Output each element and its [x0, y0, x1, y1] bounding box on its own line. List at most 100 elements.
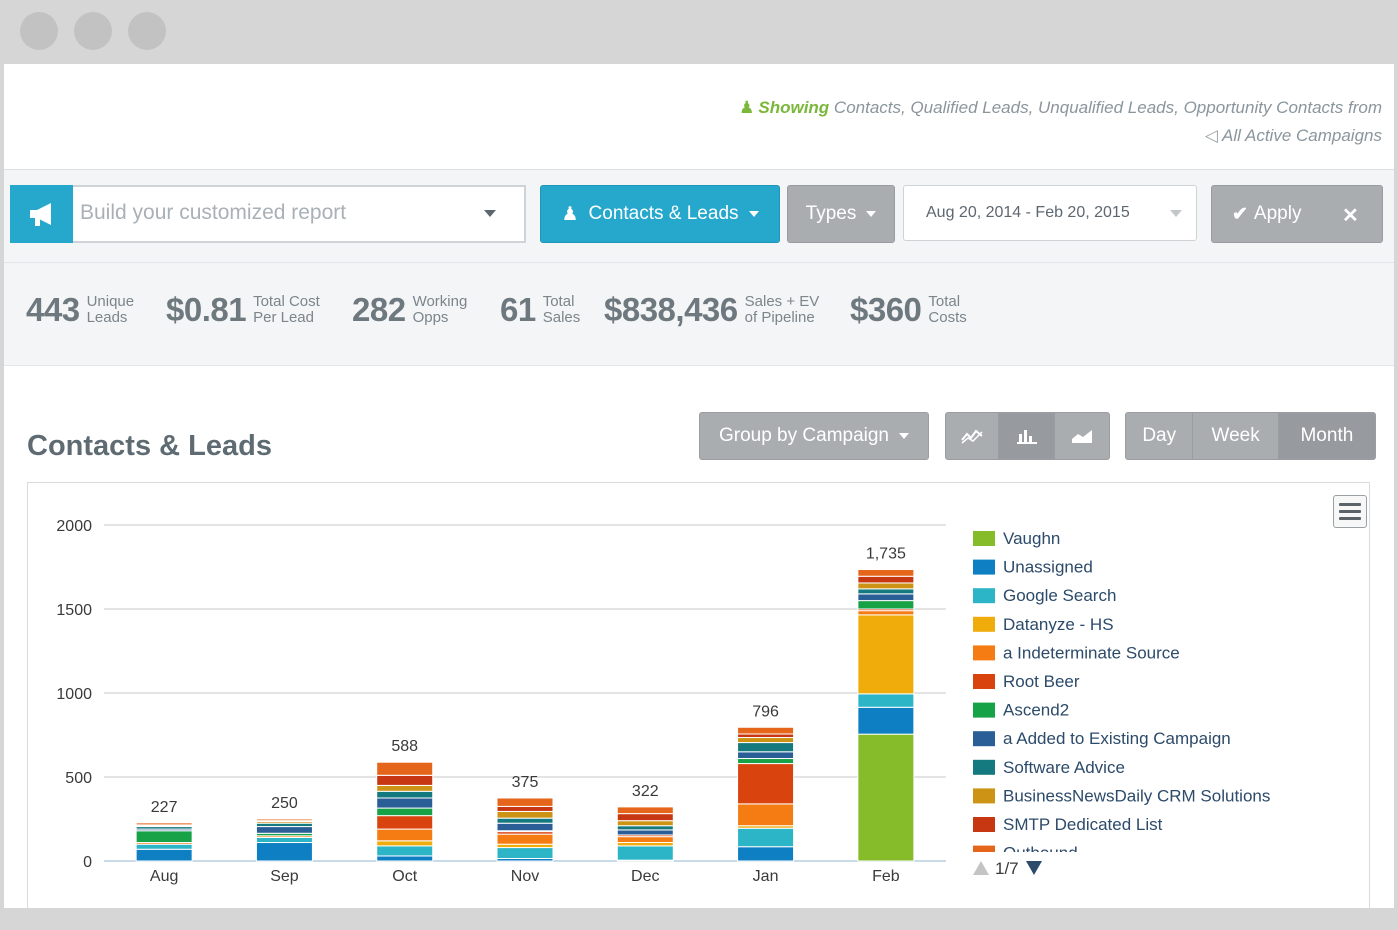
legend-swatch[interactable] [973, 645, 995, 661]
stacked-bar-chart: 0 500 1000 1500 2000 227 Aug 250 Sep 588 Oct 375 Nov… [56, 518, 1270, 885]
legend-swatch[interactable] [973, 817, 995, 832]
bar-segment [496, 817, 554, 824]
legend-item[interactable]: Unassigned [1003, 558, 1093, 577]
x-tick-label: Nov [511, 868, 539, 885]
types-dropdown[interactable]: Types [787, 185, 895, 243]
legend-item[interactable]: Google Search [1003, 586, 1116, 605]
user-icon: ♟ [739, 98, 755, 117]
bar-segment [737, 726, 795, 735]
legend-item[interactable]: Software Advice [1003, 758, 1125, 777]
legend-item[interactable]: Root Beer [1003, 672, 1080, 691]
bar-segment [616, 845, 674, 861]
check-icon: ✔ [1232, 203, 1248, 225]
legend-next-icon [1026, 861, 1042, 875]
legend-swatch[interactable] [973, 531, 995, 546]
period-day[interactable]: Day [1126, 413, 1194, 459]
group-by-dropdown[interactable]: Group by Campaign [699, 412, 929, 460]
bar-segment [376, 774, 434, 786]
bar-segment [496, 843, 554, 849]
legend-item[interactable]: a Added to Existing Campaign [1003, 729, 1231, 748]
chart-legend: Vaughn Unassigned Google Search Datanyze - … [973, 529, 1270, 863]
legend-prev-icon [973, 861, 989, 875]
bar-segment [255, 842, 313, 862]
legend-item[interactable]: a Indeterminate Source [1003, 643, 1180, 662]
bar-total-label: 375 [512, 774, 539, 791]
bar-segment [376, 828, 434, 842]
bar-segment [857, 588, 915, 595]
contacts-leads-dropdown[interactable]: ♟ Contacts & Leads [540, 185, 780, 243]
bar-segment [376, 845, 434, 857]
legend-swatch[interactable] [973, 616, 995, 632]
stat-pipeline: $838,436 Sales + EV of Pipeline [604, 291, 819, 329]
campaigns-text: All Active Campaigns [1222, 126, 1382, 145]
bar-segment [737, 758, 795, 765]
stat-value: $0.81 [166, 291, 247, 328]
legend-swatch[interactable] [973, 702, 995, 718]
bar-segment [857, 569, 915, 577]
legend-swatch[interactable] [973, 759, 995, 775]
apply-button[interactable]: ✔ Apply [1211, 185, 1383, 243]
legend-swatch[interactable] [973, 788, 995, 804]
stat-total-sales: 61 Total Sales [500, 291, 580, 329]
date-range-picker[interactable]: Aug 20, 2014 - Feb 20, 2015 [903, 185, 1197, 241]
close-icon[interactable]: ✕ [1342, 205, 1359, 227]
period-week[interactable]: Week [1193, 413, 1279, 459]
bar-segment [135, 848, 193, 862]
bar-total-label: 796 [752, 703, 779, 720]
bar-segment [376, 797, 434, 809]
report-builder-input[interactable] [10, 185, 526, 243]
megaphone-icon: ◁ [1204, 126, 1218, 145]
legend-swatch[interactable] [973, 559, 995, 575]
period-month[interactable]: Month [1278, 413, 1375, 459]
bar-segment [616, 836, 674, 844]
group-by-button[interactable]: Group by Campaign [700, 413, 928, 459]
legend-item[interactable]: SMTP Dedicated List [1003, 815, 1163, 834]
bar-segment [857, 693, 915, 708]
legend-item[interactable]: Datanyze - HS [1003, 615, 1114, 634]
legend-swatch[interactable] [973, 674, 995, 689]
types-label: Types [805, 203, 857, 224]
legend-swatch[interactable] [973, 845, 995, 861]
showing-label: Showing [758, 98, 830, 117]
legend-item[interactable]: BusinessNewsDaily CRM Solutions [1003, 786, 1270, 805]
chevron-down-icon [748, 211, 759, 217]
stat-total-costs: $360 Total Costs [850, 291, 967, 329]
bar-segment [255, 822, 313, 828]
area-chart-button[interactable] [1055, 413, 1109, 459]
apply-label: Apply [1253, 203, 1302, 224]
window-minimize-dot[interactable] [74, 12, 112, 50]
divider [4, 169, 1394, 170]
legend-swatch[interactable] [973, 588, 995, 604]
bar-segment [135, 843, 193, 850]
bar-segment [616, 820, 674, 827]
stat-label: Unique Leads [86, 293, 135, 326]
window-maximize-dot[interactable] [128, 12, 166, 50]
legend-item[interactable]: Vaughn [1003, 529, 1060, 548]
bar-segment [857, 610, 915, 616]
window-close-dot[interactable] [20, 12, 58, 50]
bar-segment [857, 600, 915, 610]
bar-segment [737, 737, 795, 744]
stat-unique-leads: 443 Unique Leads [26, 291, 134, 329]
bar-segment [376, 807, 434, 817]
stat-cost-per-lead: $0.81 Total Cost Per Lead [166, 291, 320, 329]
bar-segment [496, 822, 554, 832]
bar-chart-button[interactable] [999, 413, 1055, 459]
x-tick-label: Oct [392, 868, 417, 885]
bar-segment [496, 805, 554, 812]
report-placeholder: Build your customized report [80, 201, 347, 224]
legend-item[interactable]: Outbound [1003, 844, 1078, 863]
stat-working-opps: 282 Working Opps [352, 291, 467, 329]
group-by-label: Group by Campaign [718, 425, 890, 446]
chevron-down-icon[interactable] [484, 210, 496, 217]
bar-segment [857, 582, 915, 590]
x-tick-label: Dec [631, 868, 659, 885]
y-tick-label: 1500 [56, 602, 92, 619]
x-tick-label: Jan [753, 868, 779, 885]
bar-segment [376, 855, 434, 862]
period-toggle: Day Week Month [1125, 412, 1376, 460]
legend-item[interactable]: Ascend2 [1003, 701, 1069, 720]
legend-swatch[interactable] [973, 731, 995, 747]
line-chart-button[interactable] [946, 413, 1000, 459]
chart-menu-button[interactable] [1333, 495, 1367, 528]
